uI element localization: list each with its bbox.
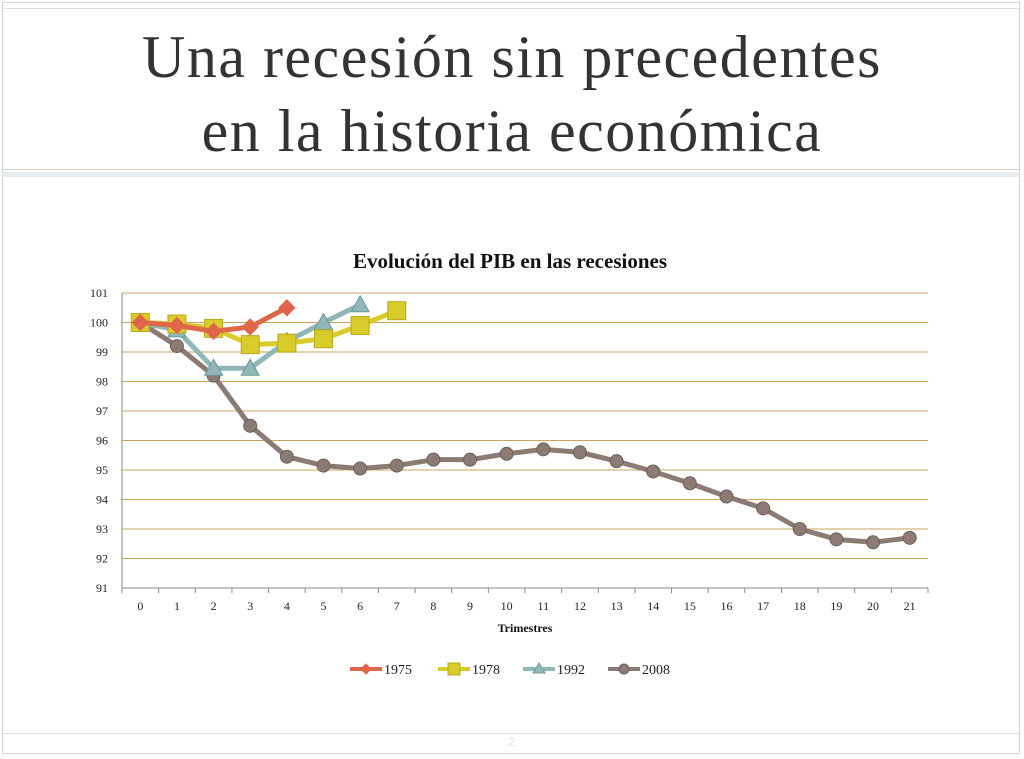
data-point-2008: [463, 452, 478, 467]
y-tick-label: 101: [90, 286, 108, 300]
x-tick-label: 10: [501, 599, 513, 613]
x-tick-label: 21: [904, 599, 916, 613]
y-tick-label: 98: [96, 375, 108, 389]
title-box: [2, 8, 1020, 170]
data-point-2008: [243, 418, 258, 433]
data-point-2008: [866, 535, 881, 550]
x-tick-label: 4: [284, 599, 290, 613]
y-tick-label: 94: [96, 493, 108, 507]
data-point-2008: [279, 449, 294, 464]
x-tick-label: 5: [321, 599, 327, 613]
y-tick-label: 99: [96, 345, 108, 359]
data-point-1975: [204, 322, 223, 341]
legend-marker: [532, 662, 546, 674]
data-point-2008: [353, 461, 368, 476]
y-tick-label: 97: [96, 404, 108, 418]
data-point-1975: [168, 316, 186, 335]
legend-label: 1992: [557, 663, 585, 678]
data-point-1992: [240, 358, 261, 376]
x-tick-label: 1: [174, 599, 180, 613]
data-point-1978: [277, 333, 297, 353]
legend-marker: [447, 662, 461, 676]
y-tick-label: 93: [96, 522, 108, 536]
legend-marker: [618, 663, 630, 675]
data-point-2008: [756, 501, 771, 516]
legend-marker: [360, 663, 372, 675]
x-tick-label: 14: [647, 599, 659, 613]
data-point-2008: [829, 532, 844, 547]
y-tick-label: 91: [96, 581, 108, 595]
data-point-1992: [203, 358, 224, 376]
data-point-2008: [572, 445, 587, 460]
x-tick-label: 6: [357, 599, 363, 613]
series-line-2008: [137, 320, 913, 545]
x-tick-label: 2: [211, 599, 217, 613]
data-point-1978: [314, 329, 333, 349]
slide-title-line-1: Una recesión sin precedentes: [141, 24, 883, 90]
title-separator: [2, 172, 1020, 177]
x-tick-label: 8: [430, 599, 436, 613]
data-point-2008: [646, 464, 661, 479]
data-point-2008: [902, 530, 917, 545]
x-tick-label: 17: [757, 599, 769, 613]
x-tick-label: 12: [574, 599, 586, 613]
data-point-1992: [350, 294, 370, 313]
data-point-1978: [350, 315, 370, 335]
data-point-2008: [316, 458, 331, 473]
data-point-2008: [426, 452, 441, 467]
y-tick-label: 96: [96, 434, 108, 448]
x-tick-label: 0: [137, 599, 143, 613]
x-tick-label: 20: [867, 599, 879, 613]
x-tick-label: 11: [538, 599, 550, 613]
data-point-2008: [682, 476, 697, 491]
slide-title: Una recesión sin precedentes en la histo…: [0, 20, 1024, 168]
x-tick-label: 9: [467, 599, 473, 613]
slide-title-line-2: en la historia económica: [201, 98, 823, 164]
x-tick-label: 19: [830, 599, 842, 613]
footer-line: [2, 733, 1020, 734]
data-point-1975: [131, 313, 150, 332]
x-tick-label: 15: [684, 599, 696, 613]
data-point-2008: [169, 339, 184, 354]
data-point-1975: [278, 299, 296, 317]
data-point-2008: [499, 446, 514, 461]
x-tick-label: 7: [394, 599, 400, 613]
data-point-2008: [792, 522, 807, 536]
data-point-1975: [241, 318, 259, 336]
page-number: 2: [508, 734, 516, 749]
x-axis-label: Trimestres: [498, 621, 553, 635]
x-tick-label: 18: [794, 599, 806, 613]
data-point-2008: [719, 489, 734, 504]
x-tick-label: 3: [247, 599, 253, 613]
legend-label: 1975: [384, 663, 412, 678]
data-point-1978: [387, 301, 407, 321]
y-tick-label: 100: [90, 316, 108, 330]
y-tick-label: 92: [96, 552, 108, 566]
data-point-1978: [240, 335, 260, 355]
y-tick-label: 95: [96, 463, 108, 477]
legend-label: 1978: [472, 663, 500, 678]
data-point-2008: [536, 442, 551, 457]
chart-title: Evolución del PIB en las recesiones: [353, 249, 667, 273]
x-tick-label: 16: [721, 599, 733, 613]
data-point-2008: [609, 454, 624, 469]
data-point-2008: [389, 458, 404, 473]
legend-label: 2008: [642, 663, 670, 678]
x-tick-label: 13: [611, 599, 623, 613]
